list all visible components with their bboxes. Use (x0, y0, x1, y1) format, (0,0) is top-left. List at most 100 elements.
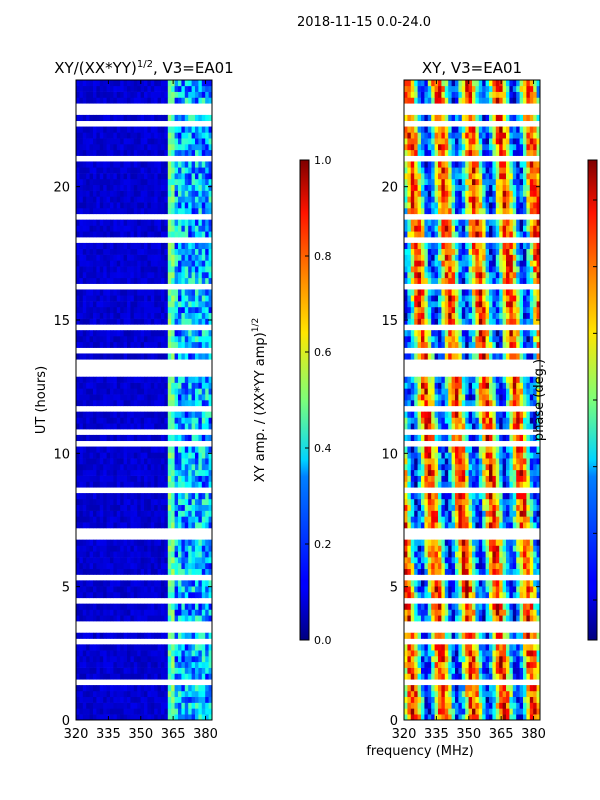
heatmap-cell (79, 615, 84, 622)
heatmap-cell (82, 475, 87, 482)
heatmap-cell (150, 184, 155, 191)
heatmap-cell (536, 498, 540, 506)
heatmap-cell (509, 685, 514, 692)
heatmap-cell (86, 80, 90, 87)
heatmap-cell (133, 557, 138, 564)
heatmap-cell (441, 458, 446, 465)
heatmap-cell (86, 673, 90, 680)
heatmap-cell (167, 190, 172, 197)
heatmap-cell (157, 586, 162, 593)
heatmap-cell (82, 493, 87, 500)
heatmap-cell (482, 702, 486, 709)
heatmap-cell (150, 504, 155, 511)
heatmap-cell (208, 254, 212, 261)
heatmap-cell (89, 126, 94, 133)
heatmap-cell (161, 702, 165, 709)
heatmap-cell (79, 545, 84, 552)
heatmap-cell (475, 632, 480, 639)
heatmap-cell (424, 481, 429, 488)
heatmap-cell (519, 498, 524, 506)
heatmap-cell (110, 126, 114, 133)
heatmap-cell (133, 516, 138, 523)
heatmap-cell (99, 376, 104, 383)
heatmap-cell (140, 568, 145, 575)
heatmap-cell (191, 260, 196, 267)
heatmap-cell (154, 242, 158, 250)
heatmap-cell (434, 644, 439, 651)
heatmap-cell (164, 557, 169, 564)
heatmap-cell (157, 312, 162, 319)
heatmap-cell (441, 702, 446, 709)
heatmap-cell (157, 353, 162, 360)
heatmap-cell (130, 510, 135, 517)
heatmap-cell (407, 586, 412, 593)
heatmap-cell (164, 394, 169, 401)
heatmap-cell (157, 295, 162, 302)
heatmap-cell (164, 382, 169, 389)
heatmap-cell (96, 126, 101, 133)
heatmap-cell (427, 539, 432, 546)
heatmap-cell (414, 702, 418, 709)
heatmap-cell (110, 219, 114, 226)
heatmap-cell (123, 301, 128, 308)
heatmap-cell (455, 685, 459, 692)
heatmap-cell (181, 330, 186, 337)
heatmap-cell (161, 97, 165, 104)
heatmap-cell (171, 592, 175, 599)
heatmap-cell (144, 650, 148, 657)
heatmap-cell (147, 469, 152, 476)
heatmap-cell (178, 400, 182, 407)
heatmap-cell (410, 498, 415, 506)
heatmap-cell (144, 289, 148, 296)
heatmap-cell (198, 394, 203, 401)
heatmap-cell (198, 696, 203, 703)
heatmap-cell (127, 452, 131, 459)
heatmap-cell (438, 475, 442, 482)
heatmap-cell (181, 481, 186, 488)
heatmap-cell (201, 423, 206, 430)
heatmap-cell (178, 330, 182, 337)
heatmap-cell (147, 149, 152, 156)
heatmap-cell (417, 603, 422, 610)
heatmap-cell (140, 248, 145, 255)
heatmap-cell (191, 702, 196, 709)
heatmap-cell (120, 568, 124, 575)
heatmap-cell (137, 248, 141, 255)
heatmap-cell (444, 644, 449, 651)
heatmap-cell (147, 411, 152, 418)
heatmap-cell (198, 306, 203, 314)
heatmap-cell (178, 248, 182, 255)
heatmap-cell (154, 434, 158, 442)
heatmap-cell (76, 202, 80, 209)
heatmap-cell (489, 568, 493, 575)
heatmap-cell (130, 138, 135, 145)
heatmap-cell (438, 609, 442, 616)
heatmap-cell (161, 353, 165, 360)
heatmap-cell (205, 295, 209, 302)
heatmap-cell (167, 539, 172, 546)
heatmap-cell (82, 557, 87, 564)
heatmap-cell (472, 661, 476, 668)
heatmap-cell (499, 551, 503, 558)
heatmap-cell (130, 603, 135, 610)
heatmap-cell (208, 656, 212, 663)
heatmap-cell (455, 656, 459, 663)
heatmap-cell (99, 190, 104, 197)
heatmap-cell (184, 661, 189, 668)
heatmap-cell (133, 417, 138, 424)
heatmap-cell (495, 464, 500, 471)
heatmap-cell (502, 708, 507, 715)
heatmap-cell (174, 481, 179, 488)
heatmap-cell (164, 376, 169, 383)
heatmap-cell (167, 312, 172, 319)
heatmap-cell (509, 603, 514, 610)
heatmap-cell (144, 696, 148, 703)
heatmap-cell (133, 178, 138, 186)
heatmap-cell (478, 475, 483, 482)
heatmap-cell (519, 481, 524, 488)
heatmap-cell (478, 458, 483, 465)
heatmap-cell (93, 580, 97, 587)
heatmap-cell (205, 568, 209, 575)
heatmap-cell (96, 400, 101, 407)
heatmap-cell (519, 522, 524, 529)
